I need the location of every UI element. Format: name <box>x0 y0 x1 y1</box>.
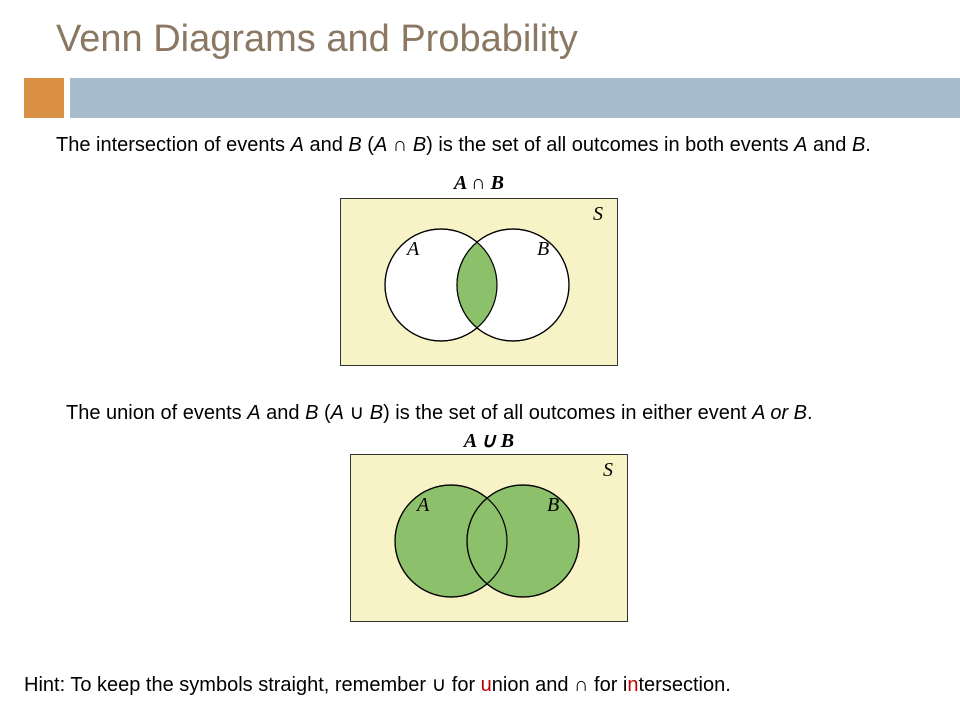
txt: The intersection of events <box>56 134 291 156</box>
txt: tersection. <box>639 674 731 696</box>
union-venn: S A B <box>350 454 628 622</box>
var-A: A <box>291 134 304 156</box>
var-A: A <box>794 134 807 156</box>
union-svg: A B <box>351 455 629 623</box>
var-A: A <box>752 402 765 424</box>
label-A: A <box>415 494 430 516</box>
label-B: B <box>547 494 559 516</box>
header-bar <box>70 78 960 118</box>
txt: and <box>807 134 851 156</box>
union-text: The union of events A and B (A ∪ B) is t… <box>66 400 926 426</box>
txt: and <box>304 134 348 156</box>
hint-u: u <box>481 674 492 696</box>
intersection-venn: S A B <box>340 198 618 366</box>
intersection-svg: A B <box>341 199 619 367</box>
page-title: Venn Diagrams and Probability <box>56 18 578 61</box>
var-B: B <box>305 402 318 424</box>
txt: A ∪ B <box>464 430 514 452</box>
txt: or <box>765 402 794 424</box>
txt: A ∩ B <box>454 172 504 194</box>
sym: ∩ <box>387 134 413 156</box>
txt: ( <box>318 402 330 424</box>
var-B: B <box>852 134 865 156</box>
var-A: A <box>247 402 260 424</box>
hint-n: n <box>627 674 638 696</box>
txt: ( <box>362 134 374 156</box>
txt: . <box>807 402 813 424</box>
var-B: B <box>413 134 426 156</box>
label-A: A <box>405 238 420 260</box>
txt: and <box>261 402 305 424</box>
txt: ) is the set of all outcomes in both eve… <box>426 134 794 156</box>
txt: nion and ∩ for i <box>492 674 628 696</box>
accent-square <box>24 78 64 118</box>
hint-text: Hint: To keep the symbols straight, reme… <box>24 672 944 698</box>
var-B: B <box>348 134 361 156</box>
intersection-diagram-title: A ∩ B <box>340 172 618 195</box>
var-B: B <box>370 402 383 424</box>
label-B: B <box>537 238 549 260</box>
txt: The union of events <box>66 402 247 424</box>
union-diagram-title: A ∪ B <box>350 428 628 453</box>
var-A: A <box>331 402 344 424</box>
intersection-text: The intersection of events A and B (A ∩ … <box>56 132 886 158</box>
var-A: A <box>374 134 387 156</box>
txt: ) is the set of all outcomes in either e… <box>383 402 752 424</box>
txt: Hint: To keep the symbols straight, reme… <box>24 674 481 696</box>
var-B: B <box>794 402 807 424</box>
txt: . <box>865 134 871 156</box>
sym: ∪ <box>344 402 370 424</box>
